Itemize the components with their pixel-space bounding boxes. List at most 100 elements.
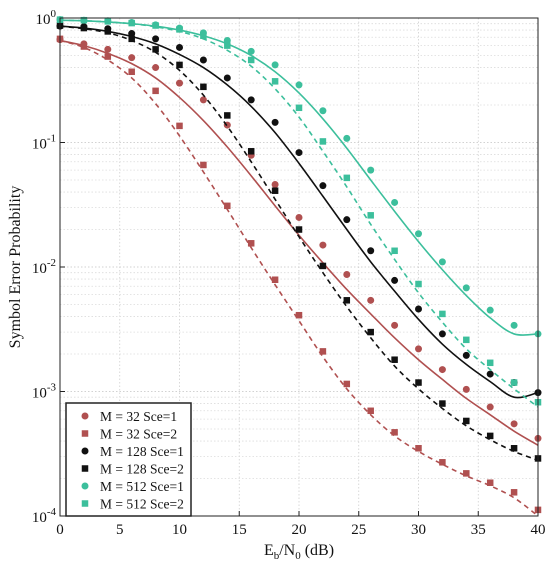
x-axis-label-tail: (dB): [301, 542, 334, 559]
series-line-m-128-sce-1: [59, 25, 539, 399]
data-point-m-128-sce-2: [247, 148, 255, 155]
data-point-m-128-sce-1: [343, 216, 351, 224]
y-tick-exponent: -3: [47, 382, 57, 394]
legend-label: M = 512 Sce=1: [100, 479, 184, 494]
x-tick-label: 5: [116, 522, 124, 538]
data-point-m-128-sce-2: [439, 400, 446, 407]
x-axis-label: Eb/N0 (dB): [264, 542, 334, 562]
data-point-m-32-sce-1: [104, 45, 112, 53]
y-tick-base: 10: [32, 137, 47, 153]
legend-label: M = 128 Sce=1: [100, 444, 184, 459]
y-tick-base: 10: [32, 261, 47, 277]
x-tick-label: 20: [292, 522, 307, 538]
legend-label: M = 32 Sce=1: [100, 409, 177, 424]
series-layer: [56, 16, 542, 517]
x-axis-label-main: E: [264, 542, 274, 559]
data-point-m-512-sce-1: [510, 321, 518, 329]
legend-item: M = 32 Sce=2: [81, 427, 177, 442]
data-point-m-32-sce-2: [128, 68, 135, 76]
data-point-m-512-sce-1: [319, 107, 327, 115]
legend-marker: [81, 447, 89, 455]
data-point-m-512-sce-1: [271, 61, 279, 69]
data-point-m-32-sce-1: [128, 54, 136, 62]
data-point-m-128-sce-1: [486, 370, 494, 378]
legend-label: M = 128 Sce=2: [100, 462, 184, 477]
data-point-m-128-sce-1: [199, 56, 207, 64]
data-point-m-512-sce-2: [486, 359, 494, 367]
legend-item: M = 32 Sce=1: [81, 409, 177, 424]
series-line-m-32-sce-2: [59, 39, 539, 517]
data-point-m-128-sce-2: [224, 112, 231, 119]
legend-marker: [81, 482, 89, 490]
y-tick-exponent: 0: [51, 8, 57, 20]
data-point-m-128-sce-2: [128, 35, 135, 43]
data-point-m-512-sce-2: [439, 310, 446, 318]
data-point-m-32-sce-2: [510, 489, 518, 496]
x-tick-label: 10: [172, 522, 187, 538]
legend-marker: [81, 430, 89, 437]
y-tick-base: 10: [32, 386, 47, 402]
data-point-m-512-sce-2: [104, 18, 112, 25]
data-point-m-128-sce-2: [200, 83, 207, 91]
series-m-512-sce-1: [56, 16, 542, 338]
data-point-m-32-sce-2: [295, 311, 303, 319]
x-tick-label: 0: [56, 522, 64, 538]
data-point-m-128-sce-1: [223, 74, 231, 82]
data-point-m-512-sce-1: [343, 134, 351, 142]
data-point-m-32-sce-1: [176, 79, 183, 87]
data-point-m-128-sce-1: [271, 118, 279, 126]
data-point-m-512-sce-2: [295, 104, 303, 112]
data-point-m-128-sce-1: [391, 276, 399, 284]
data-point-m-512-sce-2: [319, 138, 327, 145]
data-point-m-128-sce-2: [463, 417, 470, 425]
legend-item: M = 512 Sce=2: [81, 497, 184, 512]
data-point-m-128-sce-1: [247, 96, 255, 104]
data-point-m-512-sce-2: [247, 56, 255, 64]
y-tick-label: 100: [36, 8, 57, 28]
data-point-m-32-sce-1: [343, 271, 351, 279]
data-point-m-128-sce-2: [80, 24, 88, 32]
data-point-m-512-sce-1: [295, 81, 303, 89]
series-line-m-128-sce-2: [59, 25, 539, 462]
x-tick-label: 35: [471, 522, 486, 538]
data-point-m-512-sce-2: [271, 78, 279, 85]
data-point-m-128-sce-1: [152, 35, 160, 43]
legend-label: M = 32 Sce=2: [100, 427, 177, 442]
data-point-m-128-sce-2: [415, 379, 422, 386]
data-point-m-32-sce-1: [438, 366, 446, 374]
data-point-m-32-sce-1: [152, 64, 160, 72]
legend-item: M = 128 Sce=1: [81, 444, 184, 459]
data-point-m-128-sce-1: [295, 149, 303, 157]
y-tick-label: 10-2: [32, 257, 56, 277]
data-point-m-32-sce-1: [295, 213, 303, 221]
data-point-m-32-sce-2: [367, 407, 374, 415]
data-point-m-32-sce-2: [463, 470, 470, 477]
data-point-m-128-sce-2: [319, 262, 327, 270]
data-point-m-512-sce-1: [462, 284, 470, 292]
data-point-m-32-sce-1: [367, 296, 375, 304]
data-point-m-32-sce-2: [224, 202, 231, 210]
data-point-m-128-sce-2: [391, 356, 398, 363]
data-point-m-512-sce-2: [152, 22, 159, 29]
y-tick-label: 10-1: [32, 133, 56, 153]
data-point-m-512-sce-2: [224, 42, 231, 49]
y-tick-exponent: -1: [47, 133, 56, 145]
y-tick-exponent: -2: [47, 257, 56, 269]
series-line-m-512-sce-2: [59, 19, 539, 408]
legend-label: M = 512 Sce=2: [100, 497, 184, 512]
data-point-m-128-sce-2: [486, 432, 494, 440]
data-point-m-512-sce-2: [510, 379, 518, 386]
data-point-m-512-sce-1: [438, 258, 446, 266]
data-point-m-32-sce-2: [247, 240, 255, 247]
data-point-m-128-sce-1: [438, 330, 446, 338]
data-point-m-512-sce-1: [367, 166, 375, 174]
x-tick-label: 30: [411, 522, 426, 538]
series-m-32-sce-1: [56, 36, 542, 446]
data-point-m-32-sce-1: [510, 420, 518, 428]
data-point-m-32-sce-2: [271, 276, 279, 283]
data-point-m-512-sce-1: [415, 230, 422, 238]
data-point-m-512-sce-2: [200, 32, 207, 40]
data-point-m-32-sce-2: [439, 459, 446, 466]
data-point-m-128-sce-2: [176, 61, 183, 69]
data-point-m-128-sce-2: [343, 297, 351, 304]
